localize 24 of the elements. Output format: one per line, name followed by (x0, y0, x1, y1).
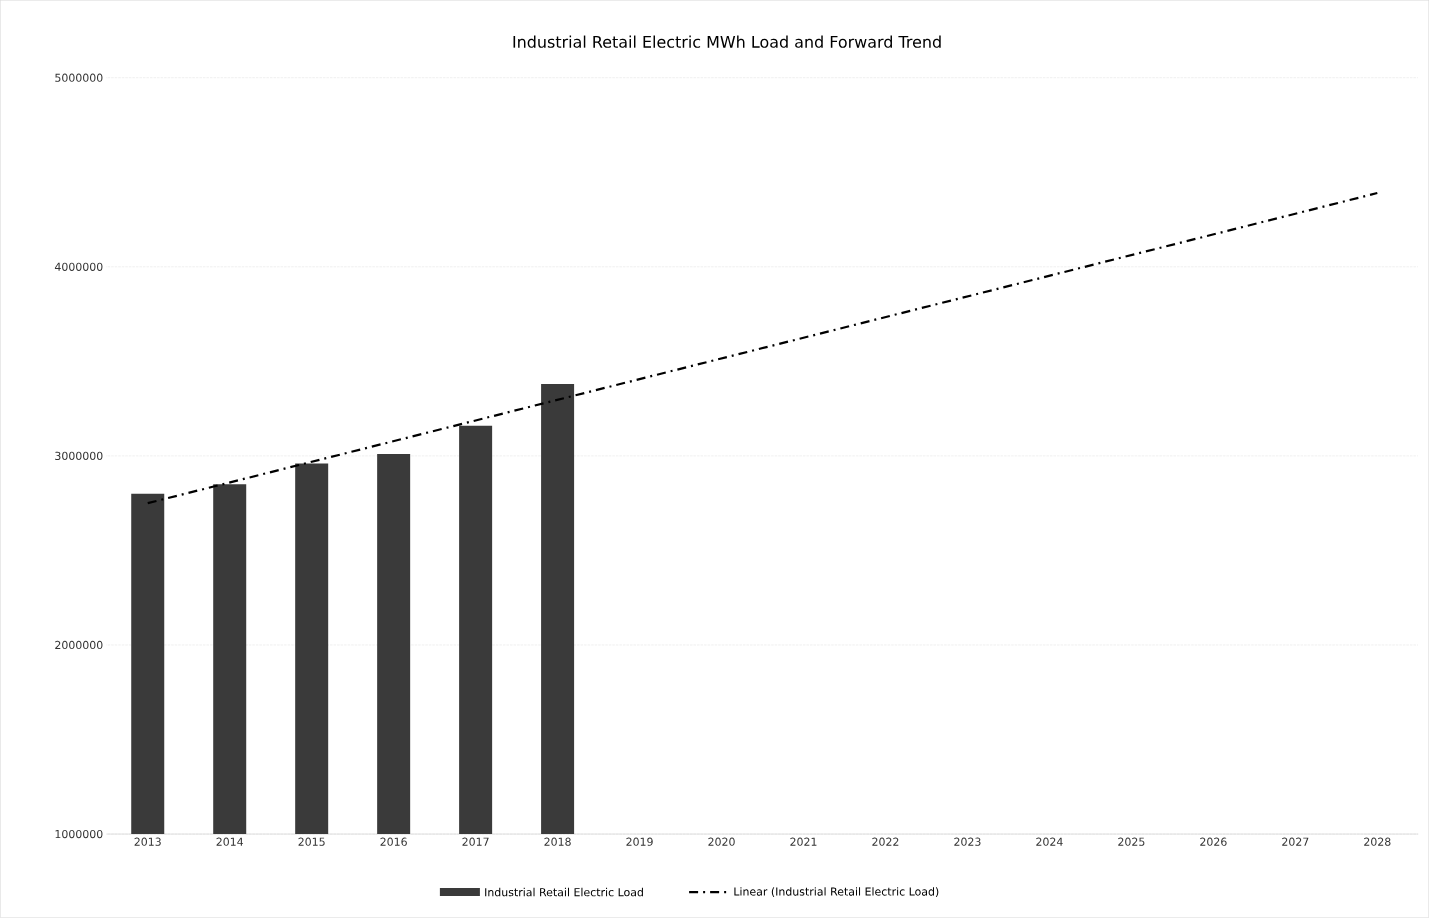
x-tick-label: 2025 (1118, 837, 1145, 846)
x-tick-label: 2018 (544, 837, 571, 846)
x-tick-label: 2015 (298, 837, 325, 846)
x-tick-label: 2023 (954, 837, 981, 846)
legend-label: Industrial Retail Electric Load (485, 887, 643, 897)
y-tick-label: 1000000 (55, 830, 103, 839)
x-tick-label: 2014 (216, 837, 244, 846)
x-tick-label: 2027 (1282, 837, 1309, 846)
chart-title: Industrial Retail Electric MWh Load and Forward Trend (513, 35, 941, 48)
y-tick-label: 3000000 (55, 451, 103, 461)
y-tick-label: 5000000 (55, 73, 103, 82)
x-tick-label: 2017 (462, 837, 489, 846)
x-tick-label: 2013 (134, 837, 161, 846)
x-tick-label: 2021 (790, 837, 817, 846)
x-tick-label: 2016 (380, 837, 407, 846)
x-tick-label: 2019 (626, 837, 653, 846)
legend-label: Linear (Industrial Retail Electric Load) (734, 887, 939, 898)
y-tick-label: 4000000 (54, 262, 103, 272)
x-tick-label: 2024 (1036, 837, 1063, 846)
x-tick-label: 2026 (1200, 837, 1227, 846)
x-tick-label: 2022 (872, 837, 899, 846)
y-tick-label: 2000000 (55, 640, 103, 650)
x-tick-label: 2028 (1364, 837, 1391, 846)
x-tick-label: 2020 (708, 837, 735, 846)
